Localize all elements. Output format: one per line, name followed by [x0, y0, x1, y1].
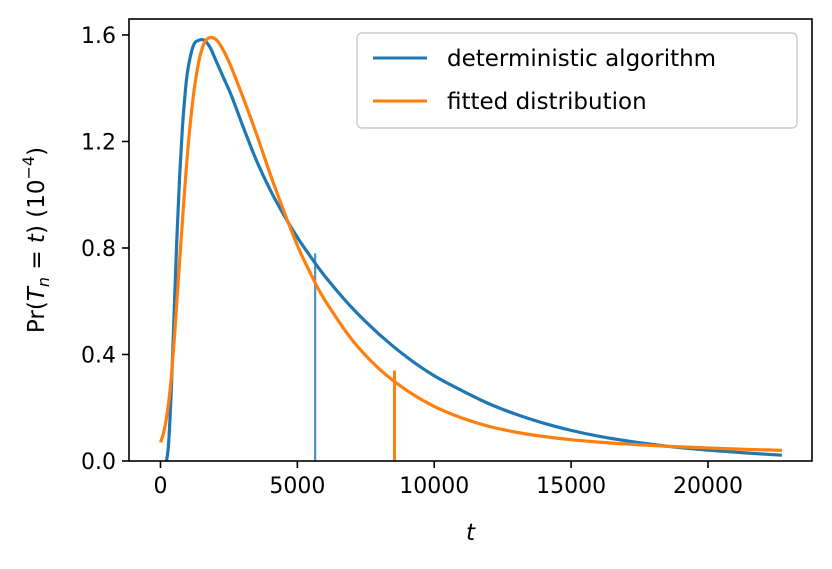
series-line-fitted-distribution	[158, 35, 782, 452]
axes-frame	[128, 18, 813, 462]
y-axis: 0.0 0.4 0.8 1.2 1.6	[81, 24, 129, 475]
legend-label-deterministic-algorithm: deterministic algorithm	[447, 46, 716, 72]
x-tick-label: 0	[153, 474, 167, 499]
y-tick-label: 1.2	[81, 130, 116, 155]
y-label-t: t	[24, 233, 50, 243]
y-axis-label: Pr(Tn = t) (10−4)	[19, 147, 53, 333]
x-axis: 0 5000 10000 15000 20000	[153, 461, 743, 499]
y-label-exponent: −4	[19, 156, 38, 180]
x-tick-label: 5000	[269, 474, 325, 499]
y-tick-label: 0.0	[81, 450, 116, 475]
x-tick-label: 15000	[536, 474, 606, 499]
x-tick-label: 10000	[399, 474, 469, 499]
x-tick-label: 20000	[673, 474, 743, 499]
y-label-eq: =	[24, 243, 50, 277]
y-tick-label: 0.8	[81, 237, 116, 262]
y-label-end: )	[24, 147, 50, 156]
y-label-T: T	[24, 285, 50, 301]
legend-label-fitted-distribution: fitted distribution	[447, 89, 647, 115]
y-label-subscript-n: n	[34, 277, 53, 287]
legend: deterministic algorithm fitted distribut…	[356, 32, 798, 129]
y-tick-label: 0.4	[81, 343, 116, 368]
plot-area	[158, 35, 782, 462]
x-axis-label: t	[466, 520, 476, 546]
y-label-prefix: Pr(	[24, 301, 50, 333]
y-tick-label: 1.6	[81, 24, 116, 49]
y-label-close: ) (10	[24, 180, 50, 235]
legend-box	[356, 32, 798, 129]
